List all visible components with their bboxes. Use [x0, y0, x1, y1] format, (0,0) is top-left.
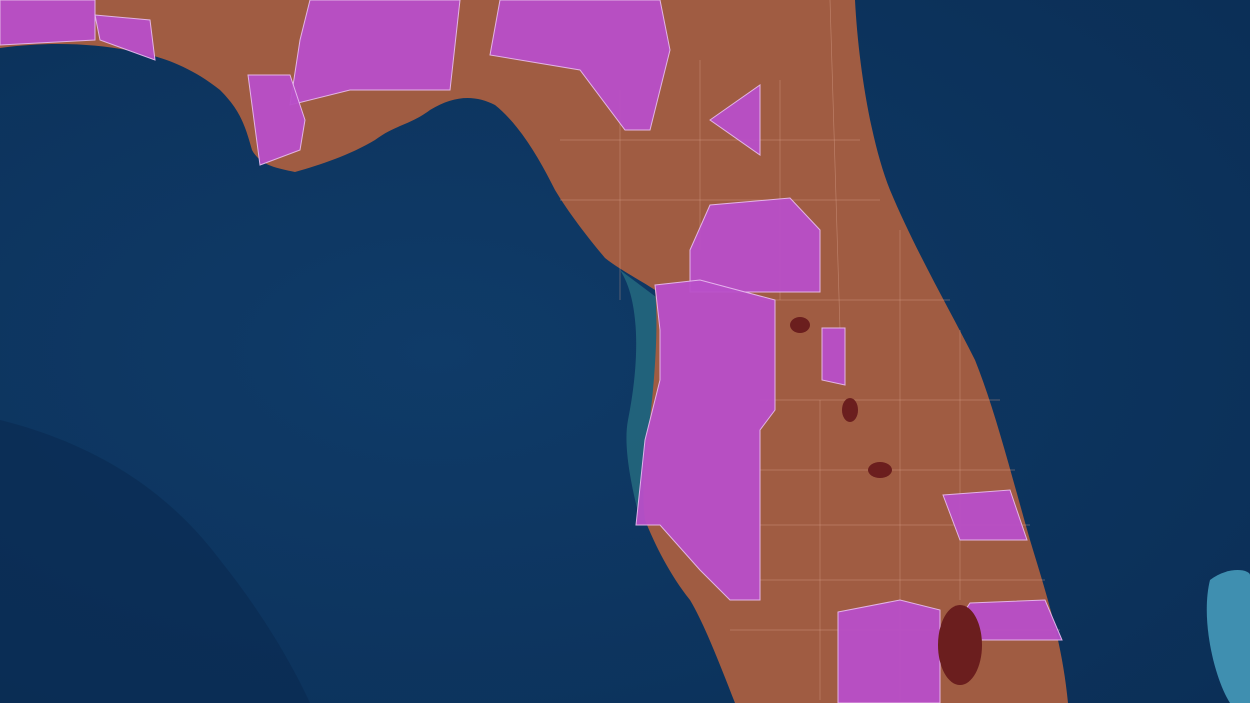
highlighted-counties	[0, 0, 1063, 703]
lakes	[790, 317, 982, 685]
deep-water	[0, 420, 310, 703]
florida-land	[0, 0, 1068, 703]
bahamas-shoal	[1206, 570, 1250, 703]
